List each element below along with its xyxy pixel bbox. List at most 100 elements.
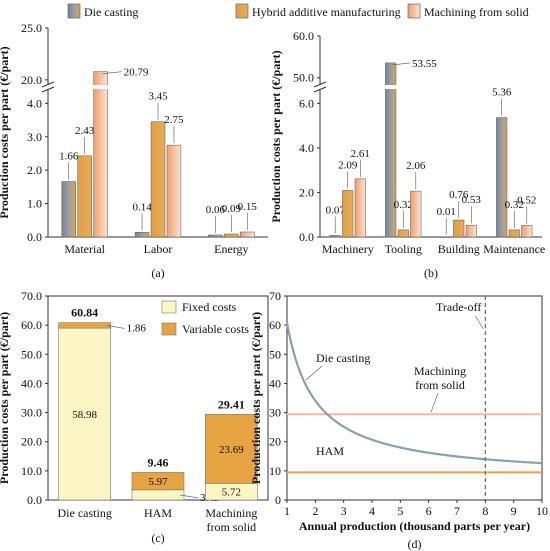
panel-c-category-die-casting: Die casting: [58, 506, 112, 520]
panel-c-ytick-label: 70.0: [21, 289, 42, 303]
panel-c-ytick-label: 20.0: [21, 435, 42, 449]
panel-d-xtick-label: 9: [511, 504, 517, 518]
panel-b-axis-break-mark: [313, 81, 327, 93]
panel-c-ytick-label: 0.0: [27, 493, 42, 507]
legend-swatch-die-casting: [67, 3, 81, 19]
panel-b-bar-building-machining-from-solid: [465, 224, 477, 238]
panel-b-bar-break-gap: [384, 85, 397, 89]
panel-c-bar-die-casting-variable-costs: [58, 322, 111, 329]
panel-d-label-machining-from-solid: from solid: [415, 378, 465, 392]
panel-d-xtick-label: 5: [397, 504, 403, 518]
panel-c-bar-ham-fixed-costs: [131, 489, 185, 501]
panel-a-data-label-energy-machining-from-solid: 0.15: [238, 201, 258, 213]
panel-b-leader-line: [392, 62, 411, 66]
panel-d-ytick-label: 0: [275, 493, 281, 507]
panel-c-leader-line: [106, 325, 125, 329]
panel-a-ytick-label: 20.0: [21, 73, 42, 87]
panel-c-ytick-label: 10.0: [21, 464, 42, 478]
panel-a-bar-energy-die-casting: [208, 234, 223, 238]
panel-d-xtick-label: 7: [454, 504, 460, 518]
panel-a-caption: (a): [151, 266, 164, 280]
panel-c-data-label-ham-variable-costs: 5.97: [148, 476, 168, 488]
panel-d-ytick-label: 10: [269, 464, 281, 478]
panel-a-data-label-energy-die-casting: 0.06: [206, 204, 226, 216]
panel-b-data-label-maintenance-machining-from-solid: 0.52: [517, 194, 536, 206]
panel-b-data-label-tooling-hybrid-additive-manufacturing: 0.32: [394, 199, 413, 211]
panel-d-ytick-label: 30: [269, 406, 281, 420]
panel-d-y-axis-label: Production costs per part (€/part): [249, 312, 263, 484]
panel-a-bar-labor-hybrid-additive-manufacturing: [150, 121, 166, 238]
panel-c-leader-line: [179, 494, 199, 499]
panel-c-chart: 0.0 10.0 20.0 30.0 40.0 50.0 60.0 70.0 Productio…: [0, 289, 269, 545]
panel-a-data-label-material-die-casting: 1.66: [59, 151, 79, 163]
panel-b-data-label-building-hybrid-additive-manufacturing: 0.76: [449, 189, 469, 201]
panel-b-bar-tooling-die-casting: [385, 62, 397, 238]
panel-b-data-label-tooling-machining-from-solid: 2.06: [406, 160, 426, 172]
panel-b-chart: 0.0 2.0 4.0 6.0 50.0 60.0 Production costs per…: [269, 29, 545, 280]
panel-c-data-label-machining-from-solid-fixed-costs: 5.72: [222, 487, 241, 499]
panel-b-ytick-label: 6.0: [299, 96, 314, 110]
panel-b-category-building: Building: [438, 242, 480, 256]
panel-c-ytick-label: 30.0: [21, 406, 42, 420]
panel-b-data-label-tooling-die-casting: 53.55: [412, 58, 437, 70]
panel-a-bar-energy-machining-from-solid: [240, 231, 255, 238]
panel-c-bar-machining-from-solid-variable-costs: [205, 413, 258, 484]
panel-b-category-tooling: Tooling: [385, 242, 422, 256]
panel-b-bar-building-hybrid-additive-manufacturing: [453, 219, 465, 238]
panel-d-caption: (d): [408, 537, 422, 551]
panel-c-total-machining-from-solid: 29.41: [218, 397, 245, 411]
panel-d-xtick-label: 8: [482, 504, 488, 518]
panel-d-ytick-label: 50: [269, 347, 281, 361]
panel-b-data-label-machinery-hybrid-additive-manufacturing: 2.09: [338, 159, 358, 171]
panel-c-y-axis-label: Production costs per part (€/part): [0, 312, 11, 484]
panel-a-bar-break-gap: [92, 85, 109, 89]
legend-swatch-machining-from-solid: [407, 3, 421, 19]
panel-a-leader-line: [102, 71, 122, 74]
panel-d-ytick-label: 40: [269, 376, 281, 390]
panel-d-xtick-label: 3: [341, 504, 347, 518]
panel-b-bar-maintenance-machining-from-solid: [521, 225, 533, 238]
legend-swatch-hybrid-additive-manufacturing: [235, 3, 249, 19]
panel-a-category-labor: Labor: [144, 242, 173, 256]
panel-b-data-label-maintenance-hybrid-additive-manufacturing: 0.32: [505, 199, 524, 211]
panel-a-bar-energy-hybrid-additive-manufacturing: [224, 233, 239, 238]
panel-a-data-label-energy-hybrid-additive-manufacturing: 0.09: [222, 203, 242, 215]
panel-a-axis-break-mark: [41, 81, 55, 93]
panel-b-bar-maintenance-hybrid-additive-manufacturing: [508, 229, 520, 238]
panel-d-xtick-label: 4: [369, 504, 375, 518]
panel-b-ytick-label: 4.0: [299, 141, 314, 155]
panel-d-xtick-label: 2: [312, 504, 318, 518]
panel-d-xtick-label: 6: [426, 504, 432, 518]
panel-c-bar-die-casting-fixed-costs: [58, 327, 111, 501]
panel-b-ytick-label: 60.0: [293, 29, 314, 43]
panel-d-label-machining-from-solid: Machining: [414, 364, 466, 378]
legend-label-die-casting: Die casting: [84, 5, 138, 19]
panel-a-data-label-material-machining-from-solid: 20.79: [124, 67, 149, 79]
panel-b-data-label-building-die-casting: 0.01: [437, 206, 456, 218]
panel-c-category-machining-from-solid: from solid: [206, 520, 256, 534]
panel-c-legend-label-fixed-costs: Fixed costs: [182, 300, 237, 314]
panel-a-ytick-label: 3.0: [27, 130, 42, 144]
panel-b-bar-building-die-casting: [440, 236, 452, 238]
panel-b-data-label-maintenance-die-casting: 5.36: [492, 87, 512, 99]
panel-b-data-label-machinery-machining-from-solid: 2.61: [351, 148, 370, 160]
legend: Die casting Hybrid additive manufacturing…: [67, 3, 529, 19]
panel-c-caption: (c): [151, 531, 164, 545]
panel-a-bar-material-hybrid-additive-manufacturing: [77, 155, 92, 238]
panel-a-ytick-label: 4.0: [27, 96, 42, 110]
panel-c-ytick-label: 40.0: [21, 376, 42, 390]
panel-c-category-machining-from-solid: Machining: [205, 506, 257, 520]
panel-b-bar-tooling-hybrid-additive-manufacturing: [397, 229, 409, 238]
panel-c-total-die-casting: 60.84: [71, 306, 98, 320]
panel-b-data-label-building-machining-from-solid: 0.53: [462, 194, 482, 206]
panel-a-data-label-labor-machining-from-solid: 2.75: [164, 114, 184, 126]
panel-d-chart: 0 10 20 30 40 50 60 70 1 2 3 4 5 6 7 8 9 10 Production cos…: [249, 289, 548, 551]
panel-d-label-die-casting: Die casting: [316, 351, 370, 365]
panel-b-y-axis-label: Production costs per part (€/part): [269, 50, 283, 222]
panel-d-xtick-label: 1: [284, 504, 290, 518]
panel-c-data-label-die-casting-fixed-costs: 58.98: [72, 409, 97, 421]
panel-c-legend-label-variable-costs: Variable costs: [182, 322, 249, 336]
panel-c-legend-swatch-variable-costs: [161, 322, 177, 336]
panel-a-data-label-material-hybrid-additive-manufacturing: 2.43: [75, 125, 95, 137]
